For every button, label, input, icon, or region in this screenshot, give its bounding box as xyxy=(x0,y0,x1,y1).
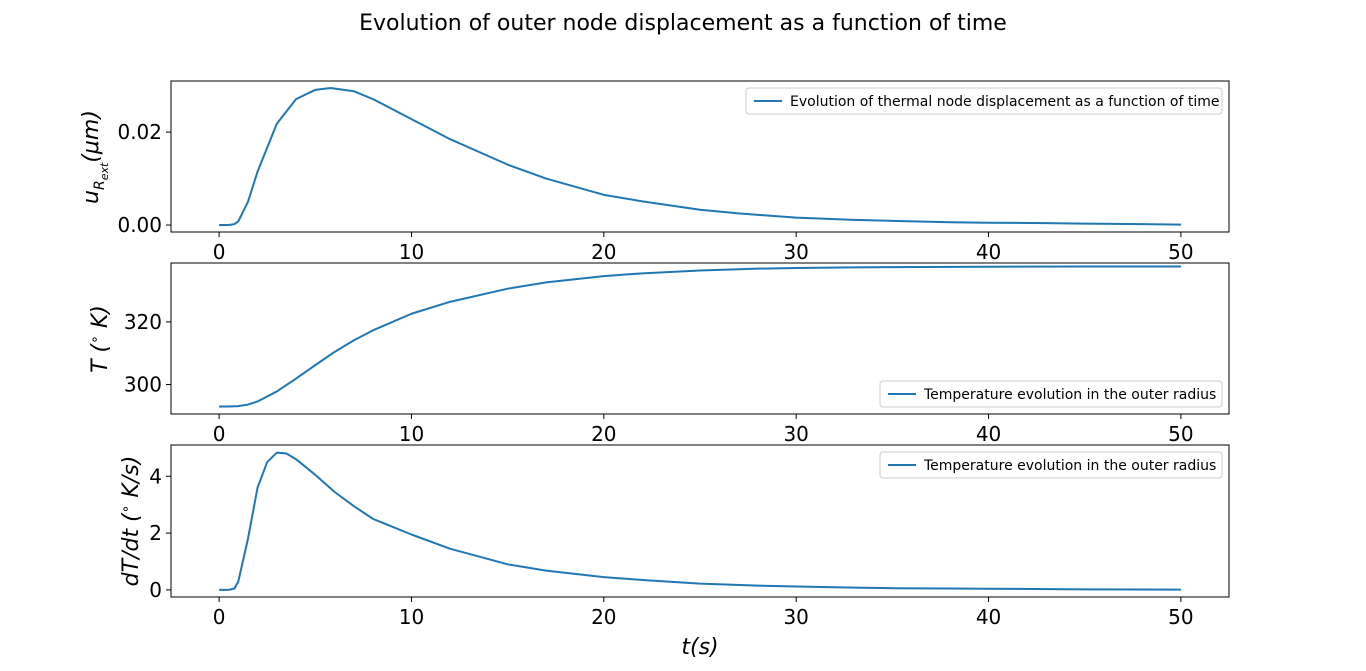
x-tick-label: 30 xyxy=(783,605,808,629)
series-line xyxy=(219,451,1181,591)
x-tick-label: 40 xyxy=(976,422,1001,446)
legend: Temperature evolution in the outer radiu… xyxy=(879,451,1223,479)
x-tick-label: 20 xyxy=(591,240,616,264)
x-tick-label: 10 xyxy=(399,240,424,264)
y-tick-label: 320 xyxy=(124,310,162,334)
legend-box xyxy=(879,380,1223,408)
x-tick-label: 50 xyxy=(1168,605,1193,629)
y-tick-label: 4 xyxy=(149,464,162,488)
x-tick-label: 40 xyxy=(976,240,1001,264)
legend-entry: Temperature evolution in the outer radiu… xyxy=(923,387,1216,403)
x-tick-label: 30 xyxy=(783,240,808,264)
subplot-frame xyxy=(170,80,1230,233)
x-tick-label: 10 xyxy=(399,422,424,446)
x-tick-label: 0 xyxy=(213,605,226,629)
x-tick-label: 40 xyxy=(976,605,1001,629)
subplot-temperature-rate: dT/dt (∘ K/s) t(s) 0 10 20 30 40 50 0 2 4 Tempera… xyxy=(118,444,1230,660)
x-tick-label: 20 xyxy=(591,605,616,629)
x-tick-label: 0 xyxy=(213,240,226,264)
legend: Temperature evolution in the outer radiu… xyxy=(879,380,1223,408)
subplot-temperature: T (∘ K) 0 10 20 30 40 50 300 320 Temperature evo… xyxy=(87,262,1230,446)
legend: Evolution of thermal node displacement a… xyxy=(745,87,1223,115)
legend-entry: Temperature evolution in the outer radiu… xyxy=(923,458,1216,474)
x-tick-label: 0 xyxy=(213,422,226,446)
subplot-displacement: uRext(μm) 0 10 20 30 40 50 0.00 0.02 Evolution o… xyxy=(79,80,1230,264)
legend-entry: Evolution of thermal node displacement a… xyxy=(790,94,1219,110)
x-tick-label: 30 xyxy=(783,422,808,446)
figure-title: Evolution of outer node displacement as … xyxy=(359,11,1007,36)
y-tick-label: 2 xyxy=(149,521,162,545)
series-line xyxy=(219,86,1181,227)
subplot-frame xyxy=(170,444,1230,598)
x-axis-label: t(s) xyxy=(681,635,718,660)
y-tick-label: 0.02 xyxy=(117,120,162,144)
y-tick-label: 0 xyxy=(149,578,162,602)
y-tick-label: 300 xyxy=(124,373,162,397)
x-tick-label: 50 xyxy=(1168,422,1193,446)
y-axis-label: dT/dt (∘ K/s) xyxy=(118,456,144,587)
legend-box xyxy=(879,451,1223,479)
series-line xyxy=(219,265,1181,408)
x-tick-label: 50 xyxy=(1168,240,1193,264)
legend-box xyxy=(745,87,1223,115)
y-tick-label: 0.00 xyxy=(117,213,162,237)
y-axis-label: uRext(μm) xyxy=(79,110,111,204)
subplot-frame xyxy=(170,262,1230,415)
x-tick-label: 10 xyxy=(399,605,424,629)
x-tick-label: 20 xyxy=(591,422,616,446)
y-axis-label: T (∘ K) xyxy=(87,305,113,373)
